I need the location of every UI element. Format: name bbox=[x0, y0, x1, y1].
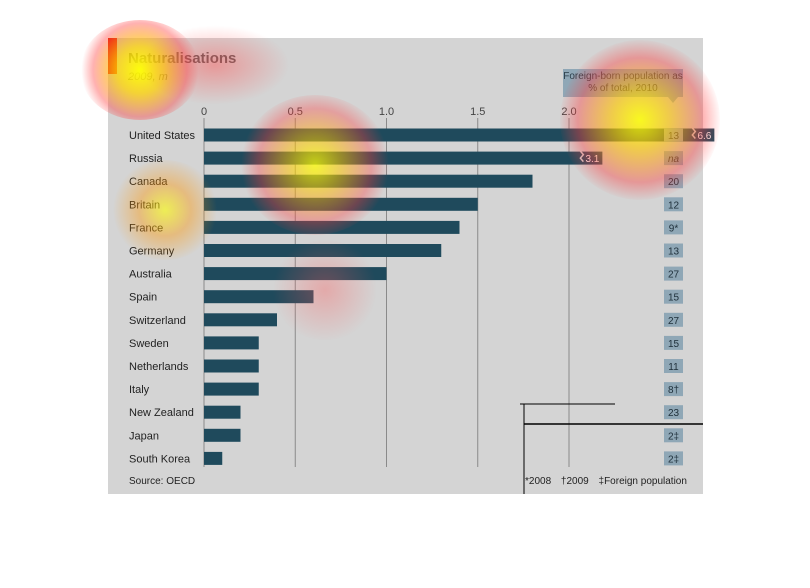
category-label: Germany bbox=[129, 246, 175, 258]
foreign-born-badge bbox=[664, 359, 683, 373]
category-label: New Zealand bbox=[129, 407, 194, 419]
foreign-born-value: 13 bbox=[668, 131, 680, 142]
bar bbox=[204, 451, 223, 465]
bar bbox=[204, 267, 387, 281]
bar bbox=[204, 359, 259, 373]
bar bbox=[204, 290, 314, 304]
category-label: Canada bbox=[129, 176, 168, 188]
source-note: Source: OECD bbox=[129, 476, 196, 487]
category-label: Russia bbox=[129, 153, 164, 165]
foreign-born-badge bbox=[664, 197, 683, 212]
foreign-born-value: 15 bbox=[668, 293, 680, 304]
legend-pointer bbox=[668, 97, 678, 103]
foreign-born-value: 20 bbox=[668, 177, 680, 188]
bar bbox=[204, 244, 442, 257]
x-tick-label: 1.0 bbox=[379, 106, 394, 118]
x-tick-label: 2.0 bbox=[561, 106, 576, 118]
footnote-foreign: ‡Foreign population bbox=[598, 476, 687, 487]
foreign-born-badge bbox=[664, 289, 683, 304]
bar bbox=[204, 174, 533, 188]
footnotes: *2008 †2009 ‡Foreign population bbox=[525, 476, 694, 487]
foreign-born-badge bbox=[664, 312, 683, 327]
foreign-born-badge bbox=[664, 243, 683, 258]
bar bbox=[204, 128, 715, 142]
foreign-born-badge bbox=[664, 405, 683, 420]
foreign-born-value: 2‡ bbox=[668, 454, 679, 465]
bar bbox=[204, 428, 241, 442]
footnote-2009: †2009 bbox=[560, 476, 589, 487]
foreign-born-value: 27 bbox=[668, 270, 680, 281]
foreign-born-badge bbox=[664, 451, 683, 466]
category-label: France bbox=[129, 222, 163, 234]
category-label: Netherlands bbox=[129, 361, 189, 373]
foreign-born-value: 13 bbox=[668, 247, 680, 258]
foreign-born-value: 2‡ bbox=[668, 431, 679, 442]
legend-foreign-born: Foreign-born population as % of total, 2… bbox=[563, 69, 683, 97]
foreign-born-value: 8† bbox=[668, 385, 679, 396]
foreign-born-value: 27 bbox=[668, 316, 680, 327]
bar bbox=[204, 313, 277, 327]
category-label: Italy bbox=[129, 384, 150, 396]
category-label: Australia bbox=[129, 269, 173, 281]
bar-value-label: 6.6 bbox=[697, 131, 711, 142]
foreign-born-badge bbox=[664, 266, 683, 281]
foreign-born-value: 9* bbox=[669, 223, 679, 234]
bar bbox=[204, 151, 603, 165]
bar bbox=[204, 220, 460, 234]
foreign-born-value: 12 bbox=[668, 200, 680, 211]
foreign-born-value: 23 bbox=[668, 408, 680, 419]
foreign-born-value: 15 bbox=[668, 339, 680, 350]
category-label: United States bbox=[129, 130, 196, 142]
category-label: Britain bbox=[129, 199, 160, 211]
bar bbox=[204, 405, 241, 419]
category-label: South Korea bbox=[129, 453, 191, 465]
footnote-2008: *2008 bbox=[525, 476, 552, 487]
x-tick-label: 0 bbox=[201, 106, 207, 118]
category-label: Spain bbox=[129, 292, 157, 304]
category-label: Sweden bbox=[129, 338, 169, 350]
foreign-born-badge bbox=[664, 382, 683, 397]
bar bbox=[204, 382, 259, 396]
foreign-born-value: na bbox=[668, 154, 680, 165]
bar bbox=[204, 197, 478, 211]
bar bbox=[204, 336, 259, 350]
foreign-born-badge bbox=[664, 335, 683, 350]
bar-value-label: 3.1 bbox=[585, 154, 599, 165]
foreign-born-value: 11 bbox=[668, 362, 679, 373]
x-tick-label: 0.5 bbox=[288, 106, 303, 118]
foreign-born-badge bbox=[664, 220, 683, 235]
category-label: Switzerland bbox=[129, 315, 186, 327]
x-tick-label: 1.5 bbox=[470, 106, 485, 118]
category-label: Japan bbox=[129, 430, 159, 442]
foreign-born-badge bbox=[664, 428, 683, 443]
